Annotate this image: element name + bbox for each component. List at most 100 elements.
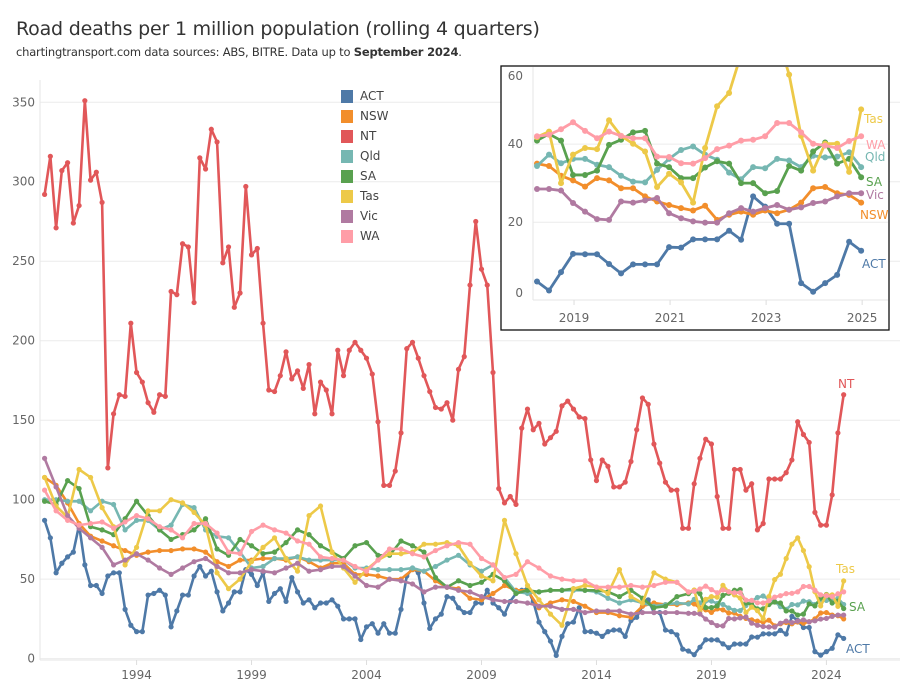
data-point-vic	[750, 208, 757, 215]
data-point-vic	[547, 603, 554, 609]
data-point-tas	[806, 564, 812, 570]
data-point-qld	[800, 598, 807, 604]
data-point-tas	[76, 466, 82, 473]
data-point-act	[179, 592, 186, 598]
data-point-sa	[478, 579, 485, 585]
data-point-tas	[559, 622, 565, 628]
data-point-act	[559, 633, 565, 639]
data-point-nt	[82, 98, 88, 104]
data-point-act	[110, 570, 117, 576]
data-point-vic	[702, 219, 709, 226]
data-point-wa	[582, 127, 589, 134]
data-point-vic	[823, 615, 830, 622]
data-point-vic	[789, 619, 795, 626]
legend-label: ACT	[360, 89, 384, 103]
data-point-wa	[841, 589, 847, 595]
data-point-nt	[662, 479, 669, 485]
data-point-sa	[662, 603, 669, 609]
y-tick-label: 150	[12, 413, 35, 427]
data-point-nt	[622, 479, 628, 485]
data-point-sa	[812, 603, 818, 609]
data-point-wa	[846, 137, 853, 144]
data-point-nsw	[490, 590, 496, 597]
data-point-wa	[191, 520, 197, 527]
data-point-wa	[145, 516, 151, 522]
data-point-nt	[651, 441, 657, 447]
data-point-vic	[375, 584, 381, 590]
data-point-tas	[789, 541, 795, 547]
data-point-vic	[582, 609, 588, 616]
data-point-qld	[225, 535, 232, 541]
data-point-act	[168, 624, 174, 630]
data-point-wa	[639, 584, 646, 590]
data-point-nt	[841, 392, 847, 398]
data-point-sa	[99, 527, 105, 533]
legend-item-nt[interactable]: NT	[341, 126, 388, 146]
data-point-nt	[783, 470, 789, 476]
data-point-wa	[513, 571, 519, 577]
data-point-tas	[99, 505, 105, 511]
data-point-wa	[760, 600, 766, 606]
data-point-nsw	[818, 610, 824, 616]
data-point-act	[197, 563, 203, 570]
legend-item-act[interactable]: ACT	[341, 86, 388, 106]
data-point-vic	[822, 198, 829, 205]
legend-item-wa[interactable]: WA	[341, 226, 388, 246]
data-point-wa	[772, 594, 778, 600]
legend-item-nsw[interactable]: NSW	[341, 106, 388, 126]
data-point-wa	[582, 578, 588, 584]
data-point-vic	[858, 190, 865, 197]
data-point-sa	[750, 180, 757, 187]
legend-item-vic[interactable]: Vic	[341, 206, 388, 226]
data-point-tas	[846, 168, 853, 175]
data-point-nt	[317, 379, 324, 385]
data-point-wa	[738, 137, 745, 144]
data-point-wa	[375, 557, 381, 563]
data-point-qld	[642, 179, 649, 186]
data-point-nt	[191, 299, 197, 306]
data-point-tas	[654, 184, 661, 191]
data-point-tas	[639, 600, 646, 606]
data-point-nt	[70, 220, 76, 226]
data-point-sa	[858, 174, 865, 181]
data-point-act	[754, 634, 761, 640]
data-point-act	[720, 641, 726, 647]
data-point-sa	[513, 590, 519, 597]
data-point-vic	[690, 218, 697, 225]
legend-item-qld[interactable]: Qld	[341, 146, 388, 166]
data-point-nt	[616, 484, 623, 490]
data-point-tas	[594, 146, 601, 153]
data-point-act	[726, 645, 732, 651]
data-point-nt	[289, 376, 295, 382]
data-point-act	[461, 609, 467, 616]
data-point-wa	[536, 565, 542, 571]
data-point-vic	[225, 570, 232, 576]
data-point-nt	[208, 126, 214, 132]
data-point-act	[685, 648, 692, 654]
data-point-sa	[702, 164, 709, 171]
data-point-tas	[714, 594, 720, 600]
data-point-vic	[179, 565, 186, 571]
data-point-nt	[271, 388, 278, 395]
data-point-wa	[64, 517, 71, 523]
legend-item-sa[interactable]: SA	[341, 166, 388, 186]
data-point-act	[139, 629, 145, 635]
data-point-wa	[99, 519, 105, 525]
data-point-tas	[352, 579, 358, 585]
series-line-vic-inset	[537, 187, 862, 224]
data-point-nt	[766, 476, 772, 482]
data-point-tas	[737, 595, 743, 601]
data-point-act	[605, 629, 611, 635]
data-point-qld	[708, 598, 715, 604]
data-point-wa	[690, 160, 697, 167]
data-point-qld	[795, 602, 801, 608]
data-point-wa	[606, 128, 613, 135]
data-point-sa	[642, 127, 649, 134]
legend-item-tas[interactable]: Tas	[341, 186, 388, 206]
data-point-nt	[507, 493, 513, 500]
data-point-act	[593, 630, 600, 636]
data-point-act	[358, 636, 364, 643]
data-point-nsw	[678, 205, 685, 212]
data-point-qld	[720, 601, 726, 608]
legend-swatch	[341, 229, 353, 243]
